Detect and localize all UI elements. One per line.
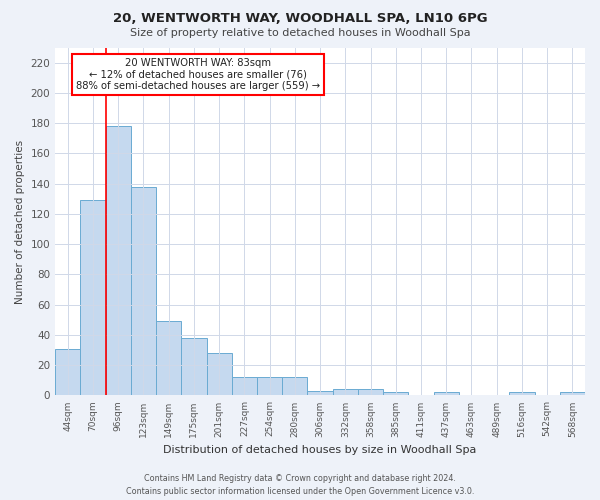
Bar xyxy=(80,200,106,396)
Bar xyxy=(560,392,585,396)
Bar xyxy=(156,322,181,396)
Bar xyxy=(282,378,307,396)
Text: 20 WENTWORTH WAY: 83sqm
← 12% of detached houses are smaller (76)
88% of semi-de: 20 WENTWORTH WAY: 83sqm ← 12% of detache… xyxy=(76,58,320,91)
Bar xyxy=(106,126,131,396)
Bar xyxy=(358,390,383,396)
Bar xyxy=(206,353,232,396)
X-axis label: Distribution of detached houses by size in Woodhall Spa: Distribution of detached houses by size … xyxy=(163,445,477,455)
Text: 20, WENTWORTH WAY, WOODHALL SPA, LN10 6PG: 20, WENTWORTH WAY, WOODHALL SPA, LN10 6P… xyxy=(113,12,487,26)
Bar xyxy=(332,390,358,396)
Bar xyxy=(307,391,332,396)
Text: Size of property relative to detached houses in Woodhall Spa: Size of property relative to detached ho… xyxy=(130,28,470,38)
Bar xyxy=(232,378,257,396)
Bar xyxy=(55,348,80,396)
Bar xyxy=(509,392,535,396)
Bar xyxy=(434,392,459,396)
Bar xyxy=(257,378,282,396)
Y-axis label: Number of detached properties: Number of detached properties xyxy=(15,140,25,304)
Bar xyxy=(181,338,206,396)
Bar xyxy=(131,186,156,396)
Text: Contains HM Land Registry data © Crown copyright and database right 2024.
Contai: Contains HM Land Registry data © Crown c… xyxy=(126,474,474,496)
Bar xyxy=(383,392,409,396)
